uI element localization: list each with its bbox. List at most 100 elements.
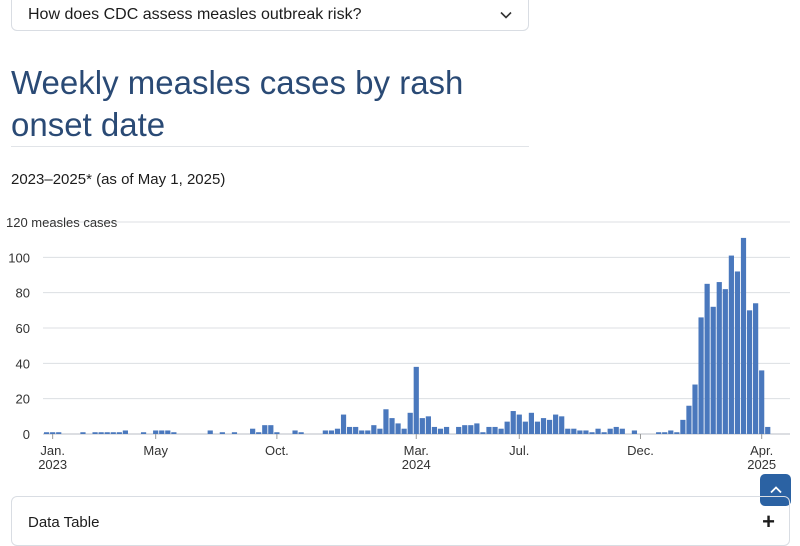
chart-bar bbox=[765, 426, 771, 434]
chart-bar bbox=[716, 282, 722, 434]
chart-bar bbox=[559, 416, 565, 434]
chart-bar bbox=[153, 430, 159, 434]
y-tick-label: 60 bbox=[16, 321, 30, 336]
chart-bar bbox=[753, 303, 759, 434]
chart-bar bbox=[231, 432, 238, 434]
chart-bar bbox=[492, 426, 498, 434]
chart-bar bbox=[601, 432, 607, 434]
chart-bar bbox=[571, 428, 577, 434]
y-axis-label: 120 measles cases bbox=[6, 215, 118, 230]
chart-bar bbox=[262, 425, 268, 434]
chart-bar bbox=[80, 432, 86, 434]
chart-bar bbox=[534, 421, 541, 434]
chart-bar bbox=[159, 430, 165, 434]
chart-bar bbox=[740, 237, 747, 434]
chart-bar bbox=[565, 428, 571, 434]
chart-bar bbox=[377, 428, 383, 434]
chart-bar bbox=[292, 430, 298, 434]
chart-bar bbox=[462, 425, 468, 434]
chart-bar bbox=[44, 432, 50, 434]
chart-bar bbox=[583, 430, 589, 434]
chart-bar bbox=[407, 412, 413, 434]
chart-bar bbox=[56, 432, 62, 434]
chart-bar bbox=[468, 425, 474, 434]
chart-bar bbox=[710, 306, 716, 434]
chart-bar bbox=[322, 430, 328, 434]
x-tick-label: Oct. bbox=[265, 443, 289, 458]
chart-bar bbox=[425, 416, 431, 434]
chart-bar bbox=[759, 370, 765, 434]
chart-bar bbox=[98, 432, 104, 434]
chart-bar bbox=[746, 310, 753, 434]
chart-bar bbox=[510, 411, 516, 434]
x-tick-label: Mar. bbox=[404, 443, 429, 458]
chart-bar bbox=[704, 283, 710, 434]
x-tick-label: Jul. bbox=[509, 443, 529, 458]
chart-bar bbox=[413, 366, 419, 434]
chart-bar bbox=[607, 428, 613, 434]
chart-bar bbox=[540, 418, 547, 434]
chart-bar bbox=[401, 428, 407, 434]
title-divider bbox=[11, 146, 529, 147]
chart-bar bbox=[116, 432, 122, 434]
x-tick-label: Apr. bbox=[750, 443, 773, 458]
data-table-accordion[interactable]: Data Table + bbox=[11, 496, 790, 546]
chart-bar bbox=[334, 428, 341, 434]
chart-bar bbox=[474, 423, 480, 434]
chart-bar bbox=[456, 426, 462, 434]
y-tick-label: 0 bbox=[23, 427, 30, 442]
chart-bar bbox=[50, 432, 56, 434]
chart-bar bbox=[486, 426, 492, 434]
chart-bar bbox=[680, 419, 686, 434]
weekly-cases-chart: 0 20 40 60 80 100 120 measles cases Jan.2023 May… bbox=[6, 215, 790, 472]
chart-bar bbox=[577, 430, 583, 434]
chart-bar bbox=[419, 418, 425, 434]
chart-bar bbox=[395, 423, 401, 434]
faq-question: How does CDC assess measles outbreak ris… bbox=[28, 5, 362, 23]
x-tick-year-label: 2025 bbox=[747, 457, 776, 472]
chart-bar bbox=[92, 432, 98, 434]
chart-bar bbox=[656, 432, 662, 434]
chart-bar bbox=[250, 428, 256, 434]
chart-bar bbox=[480, 432, 486, 434]
chart-bar bbox=[165, 430, 171, 434]
chart-bar bbox=[207, 430, 213, 434]
faq-accordion-item[interactable]: How does CDC assess measles outbreak ris… bbox=[11, 0, 529, 31]
chart-bar bbox=[365, 430, 371, 434]
chevron-down-icon[interactable] bbox=[499, 8, 513, 22]
chart-bar bbox=[522, 421, 528, 434]
chart-bar bbox=[619, 428, 625, 434]
chart-bar bbox=[528, 412, 534, 434]
chart-bar bbox=[734, 271, 741, 434]
chart-bar bbox=[498, 428, 504, 434]
chart-bar bbox=[347, 426, 353, 434]
chart-bar bbox=[431, 426, 438, 434]
chart-bar bbox=[662, 432, 668, 434]
chart-subtitle: 2023–2025* (as of May 1, 2025) bbox=[11, 171, 226, 188]
chart-bar bbox=[219, 432, 225, 434]
chart-bar bbox=[674, 432, 680, 434]
chart-bar bbox=[171, 432, 177, 434]
chart-bar bbox=[589, 432, 595, 434]
x-tick-year-label: 2024 bbox=[402, 457, 431, 472]
chart-bar bbox=[389, 418, 395, 434]
chart-bar bbox=[104, 432, 110, 434]
chart-bar bbox=[722, 289, 728, 434]
chevron-up-icon bbox=[769, 486, 782, 494]
chart-bar bbox=[631, 430, 638, 434]
x-tick-label: Jan. bbox=[40, 443, 65, 458]
x-tick-label: Dec. bbox=[627, 443, 654, 458]
chart-bar bbox=[553, 414, 559, 434]
chart-bar bbox=[371, 425, 377, 434]
chart-bar bbox=[613, 426, 619, 434]
x-tick-year-label: 2023 bbox=[38, 457, 67, 472]
chart-bar bbox=[353, 426, 359, 434]
chart-bar bbox=[268, 425, 274, 434]
chart-bar bbox=[686, 405, 692, 434]
chart-bar bbox=[110, 432, 116, 434]
plus-icon[interactable]: + bbox=[762, 509, 775, 534]
y-tick-label: 100 bbox=[8, 250, 30, 265]
chart-bar bbox=[140, 432, 147, 434]
chart-bar bbox=[668, 430, 674, 434]
chart-bar bbox=[504, 421, 510, 434]
